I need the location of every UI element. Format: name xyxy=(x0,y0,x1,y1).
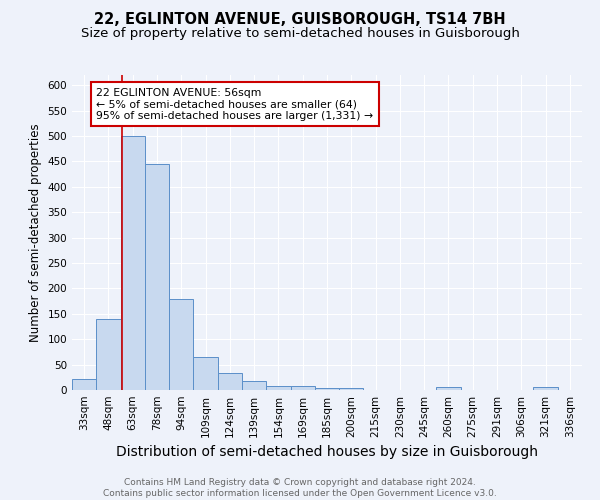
Bar xyxy=(193,357,218,390)
Bar xyxy=(145,164,169,390)
Bar xyxy=(533,388,558,390)
Bar xyxy=(121,136,145,390)
Bar xyxy=(436,388,461,390)
Text: Contains HM Land Registry data © Crown copyright and database right 2024.
Contai: Contains HM Land Registry data © Crown c… xyxy=(103,478,497,498)
X-axis label: Distribution of semi-detached houses by size in Guisborough: Distribution of semi-detached houses by … xyxy=(116,446,538,460)
Y-axis label: Number of semi-detached properties: Number of semi-detached properties xyxy=(29,123,42,342)
Bar xyxy=(290,386,315,390)
Text: Size of property relative to semi-detached houses in Guisborough: Size of property relative to semi-detach… xyxy=(80,28,520,40)
Bar xyxy=(315,388,339,390)
Text: 22, EGLINTON AVENUE, GUISBOROUGH, TS14 7BH: 22, EGLINTON AVENUE, GUISBOROUGH, TS14 7… xyxy=(94,12,506,28)
Bar xyxy=(96,319,121,390)
Bar xyxy=(339,388,364,390)
Bar xyxy=(169,298,193,390)
Bar xyxy=(266,386,290,390)
Text: 22 EGLINTON AVENUE: 56sqm
← 5% of semi-detached houses are smaller (64)
95% of s: 22 EGLINTON AVENUE: 56sqm ← 5% of semi-d… xyxy=(96,88,373,121)
Bar xyxy=(72,379,96,390)
Bar xyxy=(218,373,242,390)
Bar xyxy=(242,382,266,390)
